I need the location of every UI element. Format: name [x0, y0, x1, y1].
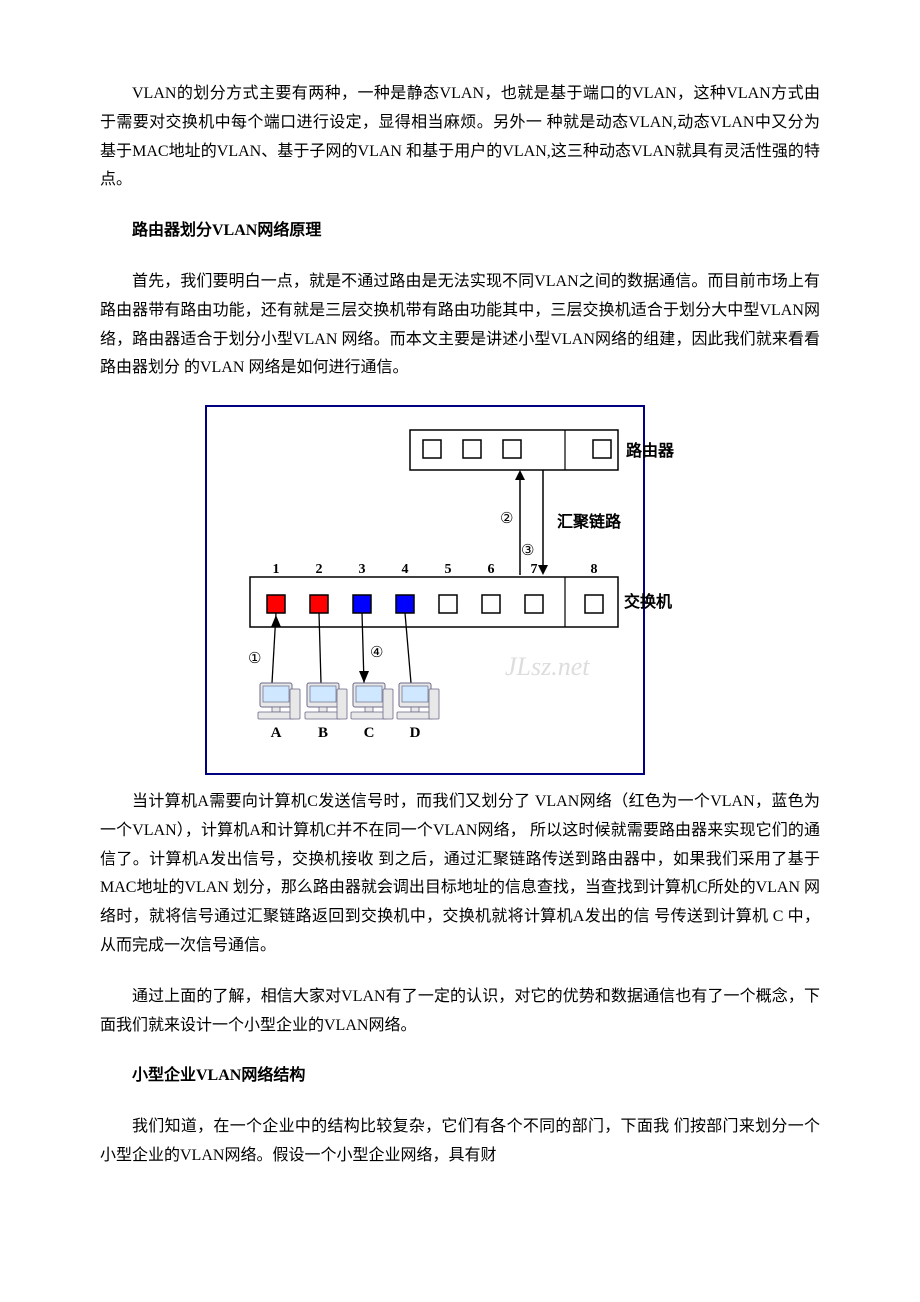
diagram-svg: JLsz.net 路由器 ②③ 汇聚链路 1 2 3 4 5 6 7 8 交换机 ① ④ A B C D: [205, 405, 715, 775]
svg-text:8: 8: [591, 562, 598, 577]
paragraph-transition: 通过上面的了解，相信大家对VLAN有了一定的认识，对它的优势和数据通信也有了一个…: [100, 983, 820, 1041]
svg-text:路由器: 路由器: [626, 441, 675, 460]
paragraph-vlan-types: VLAN的划分方式主要有两种，一种是静态VLAN，也就是基于端口的VLAN，这种…: [100, 80, 820, 195]
svg-text:C: C: [364, 725, 375, 741]
svg-text:汇聚链路: 汇聚链路: [557, 512, 622, 531]
paragraph-router-intro: 首先，我们要明白一点，就是不通过路由是无法实现不同VLAN之间的数据通信。而目前…: [100, 268, 820, 383]
heading-router-vlan-principle: 路由器划分VLAN网络原理: [100, 217, 820, 246]
svg-text:1: 1: [273, 562, 280, 577]
paragraph-enterprise-intro: 我们知道，在一个企业中的结构比较复杂，它们有各个不同的部门，下面我 们按部门来划…: [100, 1113, 820, 1171]
vlan-topology-diagram: JLsz.net 路由器 ②③ 汇聚链路 1 2 3 4 5 6 7 8 交换机 ① ④ A B C D: [205, 405, 715, 786]
svg-text:A: A: [271, 725, 282, 741]
svg-text:4: 4: [402, 562, 409, 577]
paragraph-signal-flow: 当计算机A需要向计算机C发送信号时，而我们又划分了 VLAN网络（红色为一个VL…: [100, 788, 820, 961]
svg-text:交换机: 交换机: [624, 592, 672, 611]
svg-text:③: ③: [521, 543, 534, 559]
svg-text:5: 5: [445, 562, 452, 577]
svg-text:6: 6: [488, 562, 495, 577]
svg-text:②: ②: [500, 511, 513, 527]
heading-small-enterprise-vlan: 小型企业VLAN网络结构: [100, 1062, 820, 1091]
svg-text:④: ④: [370, 645, 383, 661]
svg-text:B: B: [318, 725, 328, 741]
diagram-container: JLsz.net 路由器 ②③ 汇聚链路 1 2 3 4 5 6 7 8 交换机 ① ④ A B C D: [100, 405, 820, 786]
svg-text:7: 7: [531, 562, 538, 577]
svg-text:①: ①: [248, 651, 261, 667]
svg-text:3: 3: [359, 562, 366, 577]
svg-text:JLsz.net: JLsz.net: [505, 652, 590, 681]
svg-text:2: 2: [316, 562, 323, 577]
svg-text:D: D: [410, 725, 421, 741]
